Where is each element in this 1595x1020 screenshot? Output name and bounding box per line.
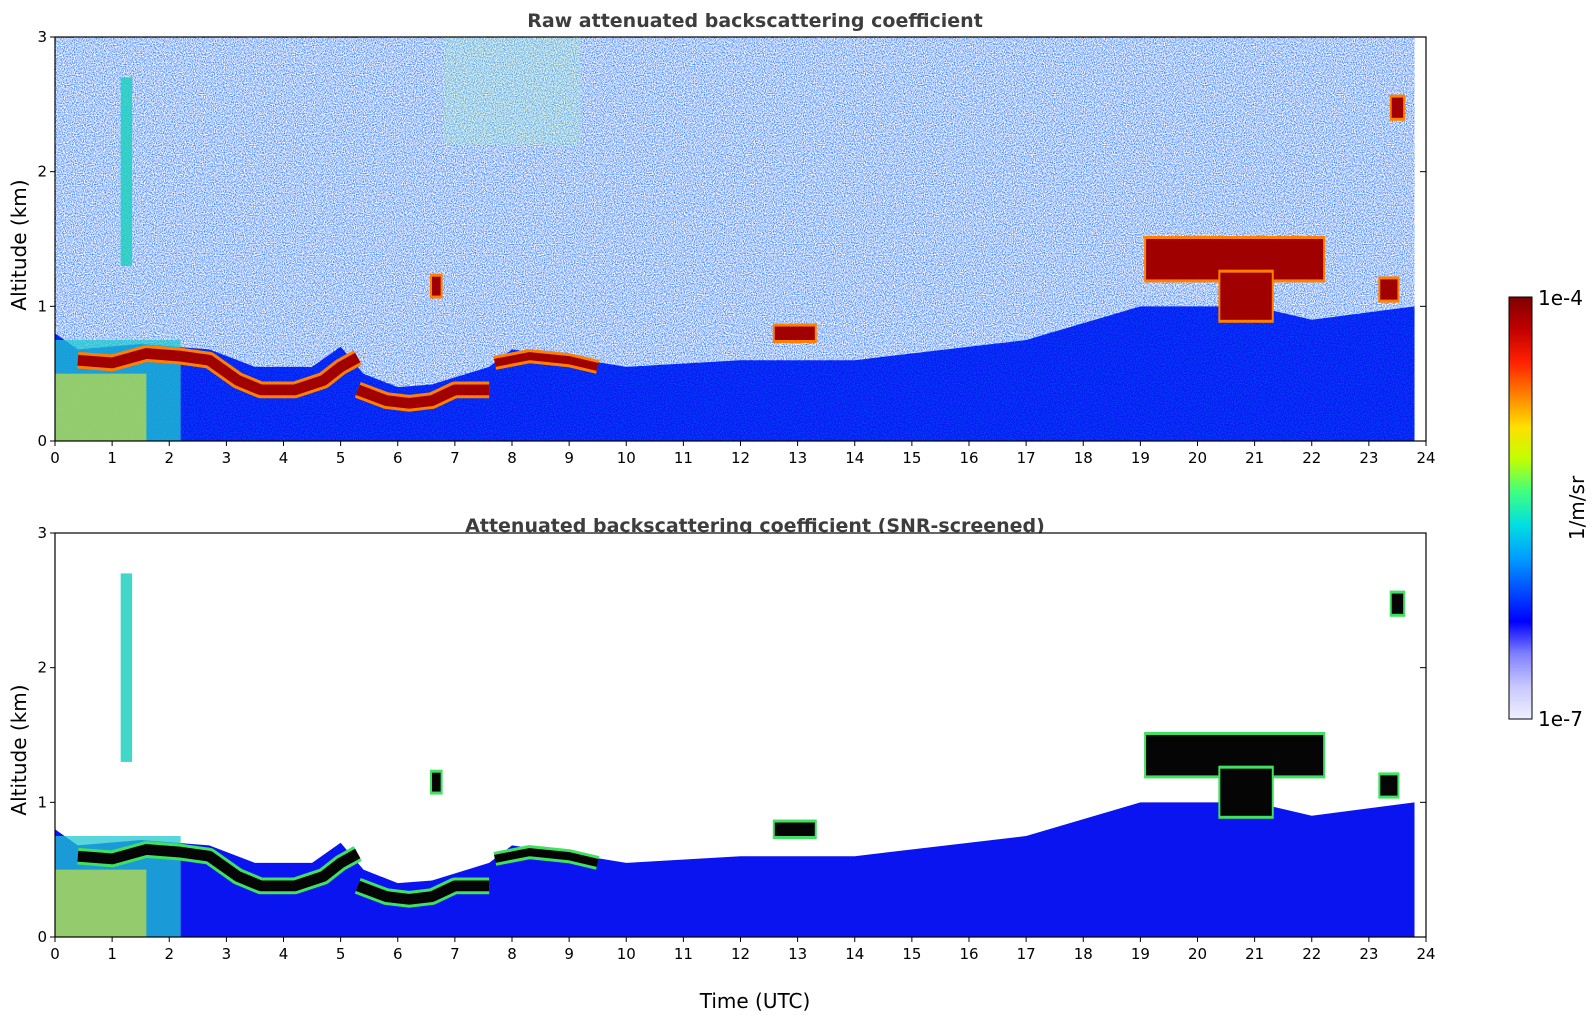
raw-x-tick-label: 12 (731, 449, 750, 467)
panel-raw: Raw attenuated backscattering coefficien… (7, 10, 1436, 467)
screened-y-tick-label: 2 (37, 659, 47, 677)
panel-raw-title: Raw attenuated backscattering coefficien… (527, 10, 983, 32)
raw-x-tick-label: 9 (564, 449, 574, 467)
screened-x-tick-label: 8 (507, 945, 517, 963)
raw-x-tick-label: 22 (1302, 449, 1321, 467)
screened-cloud-core-9 (1391, 593, 1404, 614)
colorbar-max-label: 1e-4 (1538, 286, 1583, 310)
screened-y-tick-label: 0 (37, 928, 47, 946)
raw-y-tick-label: 1 (37, 297, 47, 315)
raw-x-tick-label: 3 (222, 449, 232, 467)
screened-x-tick-label: 0 (50, 945, 60, 963)
raw-x-tick-label: 10 (617, 449, 636, 467)
screened-x-tick-label: 12 (731, 945, 750, 963)
raw-x-tick-label: 0 (50, 449, 60, 467)
raw-x-tick-label: 15 (902, 449, 921, 467)
panel-raw-plot-area: 0 1 2 3 4 5 6 7 8 9 10 11 12 13 14 15 16 17 18 19 20 21 22 23 24… (37, 28, 1435, 467)
raw-plume-3 (120, 77, 133, 266)
screened-cloud-core-7 (1220, 768, 1272, 816)
screened-x-tick-label: 19 (1131, 945, 1150, 963)
raw-y-tick-label: 3 (37, 28, 47, 46)
raw-x-tick-label: 14 (845, 449, 864, 467)
screened-cloud-core-8 (1380, 775, 1398, 796)
raw-x-tick-label: 21 (1245, 449, 1264, 467)
panel-screened-title: Attenuated backscattering coefficient (S… (465, 515, 1045, 537)
raw-bl-core-0 (77, 348, 361, 396)
raw-cloud-core-5 (774, 326, 815, 340)
colorbar-min-label: 1e-7 (1538, 707, 1583, 731)
raw-x-tick-label: 23 (1359, 449, 1378, 467)
raw-x-tick-label: 20 (1188, 449, 1207, 467)
raw-bl-core-1 (355, 384, 490, 409)
screened-aerosol-dense (55, 869, 147, 937)
screened-x-tick-label: 13 (788, 945, 807, 963)
raw-x-tick-label: 11 (674, 449, 693, 467)
raw-x-tick-label: 5 (336, 449, 346, 467)
panel-screened: Attenuated backscattering coefficient (S… (7, 515, 1436, 1013)
screened-x-tick-label: 15 (902, 945, 921, 963)
screened-cloud-core-4 (432, 772, 441, 792)
screened-y-tick-label: 3 (37, 524, 47, 542)
screened-x-tick-label: 9 (564, 945, 574, 963)
x-axis-label: Time (UTC) (699, 989, 811, 1013)
raw-cloud-core-4 (432, 276, 441, 296)
raw-y-tick-label: 2 (37, 163, 47, 181)
raw-x-tick-label: 19 (1131, 449, 1150, 467)
raw-noise-highlight (443, 37, 581, 145)
raw-x-tick-label: 24 (1416, 449, 1435, 467)
raw-x-tick-label: 6 (393, 449, 403, 467)
screened-x-tick-label: 7 (450, 945, 460, 963)
screened-x-tick-label: 17 (1017, 945, 1036, 963)
screened-bl-core-2 (494, 848, 599, 867)
panel-screened-plot-area: 0 1 2 3 4 5 6 7 8 9 10 11 12 13 14 15 16 17 18 19 20 21 22 23 24… (37, 524, 1435, 963)
raw-y-tick-label: 0 (37, 432, 47, 450)
raw-x-tick-label: 8 (507, 449, 517, 467)
screened-y-tick-label: 1 (37, 793, 47, 811)
screened-x-tick-label: 5 (336, 945, 346, 963)
raw-cloud-core-7 (1220, 272, 1272, 320)
raw-cloud-core-8 (1380, 279, 1398, 300)
screened-bl-core-1 (355, 880, 490, 905)
raw-x-tick-label: 13 (788, 449, 807, 467)
panel-screened-y-axis-label: Altitude (km) (7, 684, 31, 815)
screened-no-data (1414, 533, 1426, 937)
screened-x-tick-label: 21 (1245, 945, 1264, 963)
raw-cloud-core-9 (1391, 97, 1404, 118)
raw-x-tick-label: 18 (1074, 449, 1093, 467)
screened-bl-core-0 (77, 844, 361, 892)
raw-bl-core-2 (494, 352, 599, 371)
screened-x-tick-label: 22 (1302, 945, 1321, 963)
raw-x-tick-label: 4 (279, 449, 289, 467)
raw-x-tick-label: 1 (107, 449, 117, 467)
raw-x-tick-label: 16 (959, 449, 978, 467)
screened-x-tick-label: 20 (1188, 945, 1207, 963)
colorbar-unit-label: 1/m/sr (1565, 475, 1589, 540)
colorbar: 1e-4 1e-7 1/m/sr (1508, 286, 1589, 731)
screened-x-tick-label: 1 (107, 945, 117, 963)
screened-x-tick-label: 11 (674, 945, 693, 963)
screened-plume-3 (120, 573, 133, 762)
panel-raw-y-axis-label: Altitude (km) (7, 179, 31, 310)
screened-x-tick-label: 24 (1416, 945, 1435, 963)
raw-x-tick-label: 17 (1017, 449, 1036, 467)
raw-x-tick-label: 7 (450, 449, 460, 467)
screened-x-tick-label: 10 (617, 945, 636, 963)
screened-x-tick-label: 18 (1074, 945, 1093, 963)
screened-x-tick-label: 3 (222, 945, 232, 963)
screened-x-tick-label: 14 (845, 945, 864, 963)
screened-cloud-core-5 (774, 822, 815, 836)
screened-x-tick-label: 4 (279, 945, 289, 963)
screened-x-tick-label: 16 (959, 945, 978, 963)
colorbar-gradient (1508, 296, 1533, 720)
raw-no-data (1414, 37, 1426, 441)
screened-x-tick-label: 6 (393, 945, 403, 963)
raw-aerosol-dense (55, 373, 147, 441)
raw-x-tick-label: 2 (164, 449, 174, 467)
screened-x-tick-label: 2 (164, 945, 174, 963)
screened-x-tick-label: 23 (1359, 945, 1378, 963)
